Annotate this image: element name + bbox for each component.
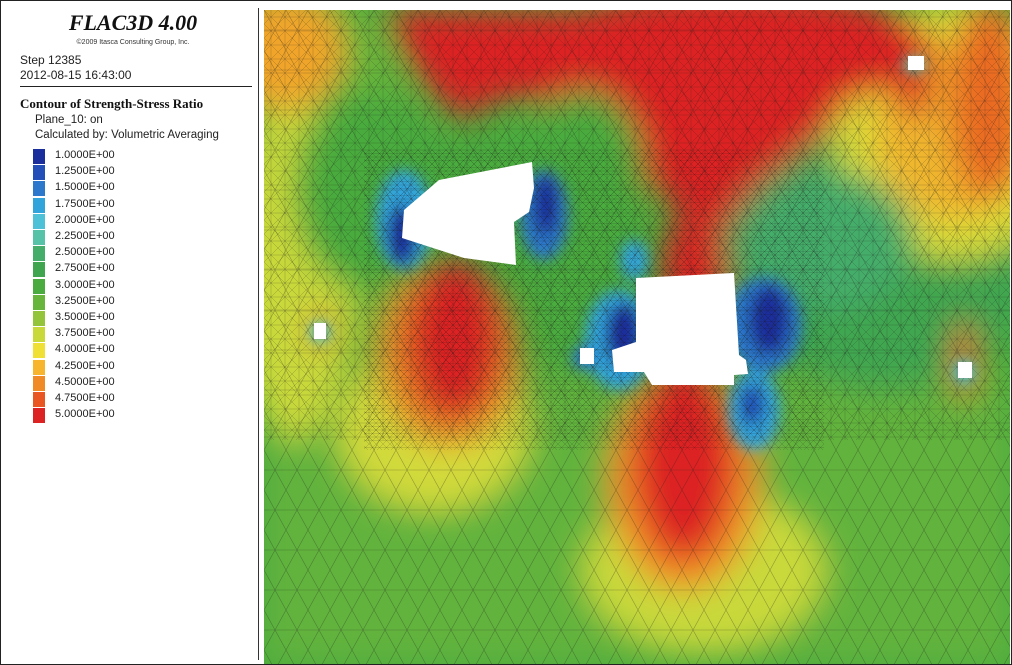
plane-label: Plane_10: on xyxy=(35,114,103,126)
legend-level-row: 4.0000E+00 xyxy=(33,342,193,359)
excavation-openings xyxy=(314,56,972,385)
legend-swatch xyxy=(33,278,45,294)
legend-level-row: 1.7500E+00 xyxy=(33,197,193,213)
legend-level-row: 3.7500E+00 xyxy=(33,326,193,343)
legend-divider xyxy=(20,86,252,87)
contour-plot-svg xyxy=(264,10,1010,664)
legend-level-label: 1.2500E+00 xyxy=(55,165,115,178)
legend-level-label: 5.0000E+00 xyxy=(55,408,115,421)
legend-level-row: 3.2500E+00 xyxy=(33,294,193,310)
legend-panel: FLAC3D 4.00 ©2009 Itasca Consulting Grou… xyxy=(8,8,259,660)
legend-swatch xyxy=(33,149,45,164)
legend-level-label: 3.2500E+00 xyxy=(55,294,115,307)
legend-level-row: 5.0000E+00 xyxy=(33,407,193,424)
legend-level-label: 4.2500E+00 xyxy=(55,359,115,372)
legend-swatch xyxy=(33,375,45,391)
legend-level-label: 1.5000E+00 xyxy=(55,181,115,194)
step-label: Step 12385 xyxy=(20,53,82,67)
legend-level-label: 4.7500E+00 xyxy=(55,392,115,404)
legend-level-row: 2.2500E+00 xyxy=(33,229,193,245)
legend-level-row: 1.5000E+00 xyxy=(33,180,193,197)
contour-plot xyxy=(264,10,1010,664)
legend-level-label: 3.5000E+00 xyxy=(55,311,115,323)
legend-level-label: 2.5000E+00 xyxy=(55,246,115,259)
legend-level-row: 4.7500E+00 xyxy=(33,391,193,407)
legend-level-label: 4.0000E+00 xyxy=(55,343,115,356)
central-side-drift xyxy=(580,348,594,364)
central-chamber xyxy=(612,273,748,385)
legend-swatch xyxy=(33,262,45,278)
timestamp-label: 2012-08-15 16:43:00 xyxy=(20,68,132,82)
legend-level-row: 4.5000E+00 xyxy=(33,375,193,391)
legend-level-row: 2.7500E+00 xyxy=(33,261,193,278)
legend-level-row: 2.0000E+00 xyxy=(33,213,193,229)
contour-title: Contour of Strength-Stress Ratio xyxy=(20,96,204,111)
app-title: FLAC3D 4.00 xyxy=(68,10,198,35)
legend-swatch xyxy=(33,327,45,343)
legend-swatch xyxy=(33,165,45,181)
legend-swatch xyxy=(33,181,45,197)
calculation-method-label: Calculated by: Volumetric Averaging xyxy=(35,129,219,141)
legend-swatch xyxy=(33,359,45,375)
legend-level-label: 3.0000E+00 xyxy=(55,278,115,291)
legend-swatch xyxy=(33,294,45,310)
legend-swatch xyxy=(33,343,45,359)
legend-level-row: 1.2500E+00 xyxy=(33,164,193,181)
legend-level-label: 3.7500E+00 xyxy=(55,327,115,340)
legend-swatch xyxy=(33,408,45,424)
legend-swatch xyxy=(33,311,45,326)
legend-level-label: 2.7500E+00 xyxy=(55,262,115,275)
legend-level-row: 4.2500E+00 xyxy=(33,359,193,375)
small-top-tunnel xyxy=(908,56,924,70)
small-right-tunnel xyxy=(958,362,972,378)
legend-swatch xyxy=(33,230,45,245)
legend-level-row: 3.0000E+00 xyxy=(33,278,193,294)
copyright-text: ©2009 Itasca Consulting Group, Inc. xyxy=(76,39,190,46)
legend-level-label: 1.0000E+00 xyxy=(55,149,115,161)
legend-level-label: 1.7500E+00 xyxy=(55,197,115,210)
legend-swatch xyxy=(33,213,45,229)
legend-level-label: 2.0000E+00 xyxy=(55,213,115,226)
small-left-tunnel xyxy=(314,323,326,339)
legend-level-label: 2.2500E+00 xyxy=(55,230,115,242)
legend-level-row: 2.5000E+00 xyxy=(33,245,193,262)
upper-left-chamber xyxy=(402,162,534,265)
legend-swatch xyxy=(33,246,45,262)
legend-swatch xyxy=(33,392,45,407)
legend-level-label: 4.5000E+00 xyxy=(55,375,115,388)
legend-swatch xyxy=(33,197,45,213)
legend-level-row: 3.5000E+00 xyxy=(33,310,193,326)
legend-level-row: 1.0000E+00 xyxy=(33,148,193,164)
